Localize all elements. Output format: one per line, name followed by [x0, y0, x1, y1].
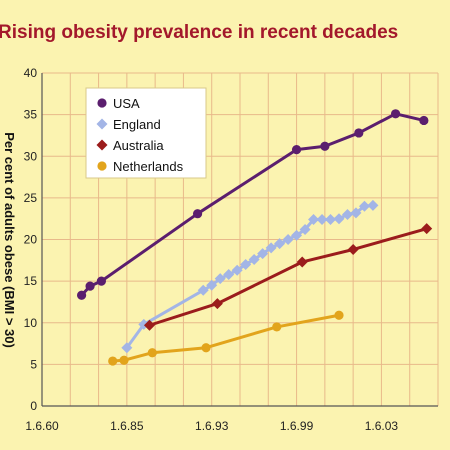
england-data-point [282, 234, 294, 245]
legend-australia-marker [96, 139, 108, 151]
usa-data-point [192, 209, 203, 219]
netherlands-data-point [201, 343, 211, 353]
england-data-point [257, 248, 269, 260]
legend-netherlands-marker [97, 161, 107, 171]
usa-data-point [354, 128, 364, 138]
x-tick-label: 1.6.85 [110, 419, 144, 433]
y-tick-label: 10 [24, 316, 38, 330]
legend-usa-marker [97, 98, 107, 108]
england-data-point [316, 214, 328, 226]
netherlands-data-point [119, 355, 129, 365]
england-data-point [341, 209, 353, 221]
usa-data-point [320, 141, 330, 151]
england-data-point [223, 268, 235, 280]
england-data-point [231, 264, 243, 276]
england-data-point [367, 199, 379, 211]
y-tick-label: 20 [24, 233, 38, 247]
netherlands-data-point [108, 356, 118, 366]
usa-data-point [96, 276, 106, 286]
y-tick-label: 30 [24, 149, 38, 163]
england-data-point [358, 200, 370, 212]
australia-data-point [421, 223, 433, 235]
england-data-point [240, 258, 252, 270]
england-series-line [125, 203, 374, 349]
x-tick-label: 1.6.93 [195, 419, 229, 433]
usa-data-point [390, 109, 401, 119]
y-tick-label: 25 [24, 191, 38, 205]
england-data-point [214, 273, 226, 285]
chart-title: Rising obesity prevalence in recent deca… [0, 22, 398, 43]
australia-data-point [296, 256, 308, 268]
x-tick-label: 1.6.03 [365, 419, 399, 433]
australia-data-point [143, 319, 155, 331]
usa-data-point [77, 290, 87, 300]
legend-australia-label: Australia [113, 138, 164, 153]
legend: USA England Australia Netherlands [85, 87, 207, 179]
x-tick-label: 1.6.99 [280, 419, 314, 433]
y-axis-label: Per cent of adults obese (BMI > 30) [2, 132, 17, 348]
england-data-point [206, 279, 218, 291]
y-tick-label: 5 [30, 357, 37, 371]
y-tick-label: 0 [30, 399, 37, 413]
england-data-point [274, 238, 286, 250]
england-data-point [308, 214, 320, 226]
y-tick-label: 15 [24, 274, 38, 288]
england-data-point [121, 342, 133, 354]
england-data-point [265, 242, 277, 254]
usa-data-point [291, 144, 302, 155]
legend-netherlands-label: Netherlands [113, 159, 184, 174]
legend-usa-label: USA [113, 96, 140, 111]
england-data-point [248, 253, 260, 265]
netherlands-data-point [272, 322, 282, 332]
england-data-point [325, 214, 337, 226]
england-data-point [197, 284, 209, 296]
x-tick-label: 1.6.60 [25, 419, 59, 433]
australia-data-point [211, 298, 223, 310]
england-data-point [291, 229, 303, 241]
usa-data-point [419, 115, 429, 126]
y-tick-label: 40 [24, 66, 38, 80]
england-data-point [350, 207, 362, 219]
netherlands-data-point [334, 310, 344, 320]
england-data-point [333, 213, 345, 225]
australia-data-point [347, 243, 359, 255]
y-tick-label: 35 [24, 108, 38, 122]
netherlands-data-point [147, 348, 157, 358]
legend-england-label: England [113, 117, 161, 132]
usa-data-point [85, 281, 95, 291]
legend-england-marker [96, 118, 108, 130]
england-data-point [299, 224, 311, 236]
